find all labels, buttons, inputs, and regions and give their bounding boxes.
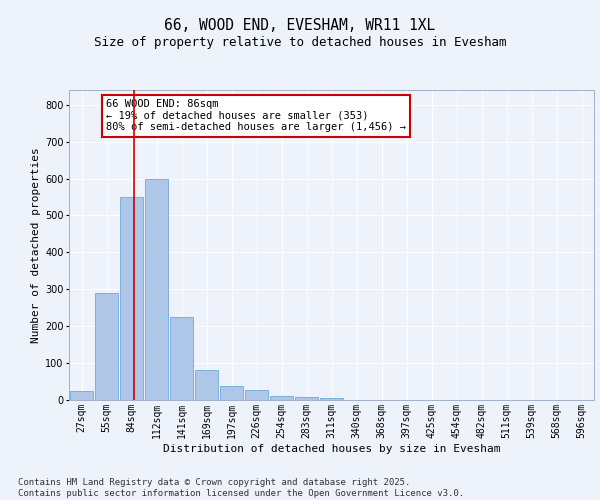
Text: Size of property relative to detached houses in Evesham: Size of property relative to detached ho… [94,36,506,49]
Bar [295,398,318,400]
Bar [120,197,143,400]
Bar [220,386,243,400]
Bar [170,317,193,400]
X-axis label: Distribution of detached houses by size in Evesham: Distribution of detached houses by size … [163,444,500,454]
Bar [70,391,93,400]
Bar [145,178,168,400]
Bar [270,396,293,400]
Bar [245,390,268,400]
Text: 66, WOOD END, EVESHAM, WR11 1XL: 66, WOOD END, EVESHAM, WR11 1XL [164,18,436,32]
Text: Contains HM Land Registry data © Crown copyright and database right 2025.
Contai: Contains HM Land Registry data © Crown c… [18,478,464,498]
Bar [195,370,218,400]
Bar [95,293,118,400]
Y-axis label: Number of detached properties: Number of detached properties [31,147,41,343]
Bar [320,398,343,400]
Text: 66 WOOD END: 86sqm
← 19% of detached houses are smaller (353)
80% of semi-detach: 66 WOOD END: 86sqm ← 19% of detached hou… [106,100,406,132]
